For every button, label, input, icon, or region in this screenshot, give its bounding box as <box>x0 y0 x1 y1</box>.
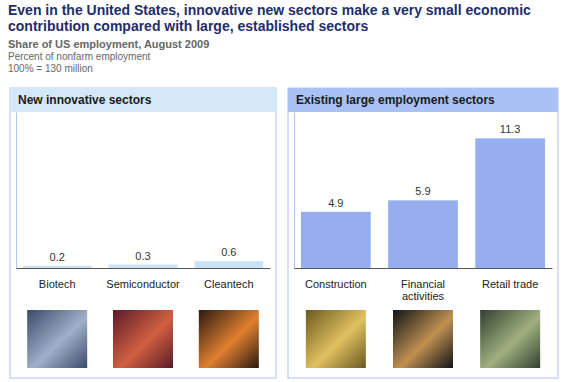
data-label: 0.3 <box>135 250 150 262</box>
bar <box>301 212 371 268</box>
bar <box>388 200 458 268</box>
photo <box>480 310 540 368</box>
y-axis <box>16 113 17 269</box>
tick-label: Biotech <box>39 278 76 290</box>
panel-header <box>10 88 276 112</box>
bar <box>23 266 92 268</box>
x-axis-line <box>295 268 553 269</box>
tick: Semiconductor <box>106 278 180 290</box>
tick-label: Semiconductor <box>106 278 180 290</box>
subtitle: Percent of nonfarm employment <box>8 51 151 62</box>
y-axis <box>294 113 295 269</box>
chart: Even in the United States, innovative ne… <box>0 0 567 382</box>
x-axis: Biotech Semiconductor Cleantech <box>17 269 271 290</box>
bar <box>194 261 263 268</box>
photo <box>113 310 173 368</box>
panel-frame <box>10 88 276 378</box>
tick: Biotech <box>39 278 76 290</box>
panel: Existing large employment sectors 4.9 5.9 1… <box>288 88 558 378</box>
panel-title: Existing large employment sectors <box>296 93 495 107</box>
panel-header <box>288 88 558 112</box>
x-axis: Construction Financialactivities Retail tr… <box>295 269 553 302</box>
photo <box>27 310 87 368</box>
data-label: 0.6 <box>221 246 236 258</box>
tick: Construction <box>305 278 367 290</box>
tick-label: Construction <box>305 278 367 290</box>
tick-label: Cleantech <box>204 278 254 290</box>
data-label: 0.2 <box>50 251 65 263</box>
subtitle: 100% = 130 million <box>8 63 93 74</box>
tick: Cleantech <box>204 278 254 290</box>
data-label: 4.9 <box>328 197 343 209</box>
tick-label: Financialactivities <box>401 278 445 302</box>
x-axis-line <box>17 268 271 269</box>
bar <box>475 138 545 268</box>
panel-frame <box>288 88 558 378</box>
y-axis-line <box>294 113 295 269</box>
tick: Financialactivities <box>401 278 445 302</box>
data-label: 5.9 <box>415 185 430 197</box>
subtitle: Share of US employment, August 2009 <box>8 38 209 50</box>
tick: Retail trade <box>482 278 538 290</box>
photo <box>393 310 453 368</box>
panel-title: New innovative sectors <box>18 93 152 107</box>
y-axis-line <box>16 113 17 269</box>
photo <box>199 310 259 368</box>
data-label: 11.3 <box>500 123 521 135</box>
photo <box>306 310 366 368</box>
tick-label: Retail trade <box>482 278 538 290</box>
background <box>0 0 567 382</box>
title: Even in the United States, innovative ne… <box>8 2 531 34</box>
bar <box>109 265 178 268</box>
bars <box>301 138 545 268</box>
panel: New innovative sectors 0.2 0.3 0.6 Biotech Se… <box>10 88 276 378</box>
